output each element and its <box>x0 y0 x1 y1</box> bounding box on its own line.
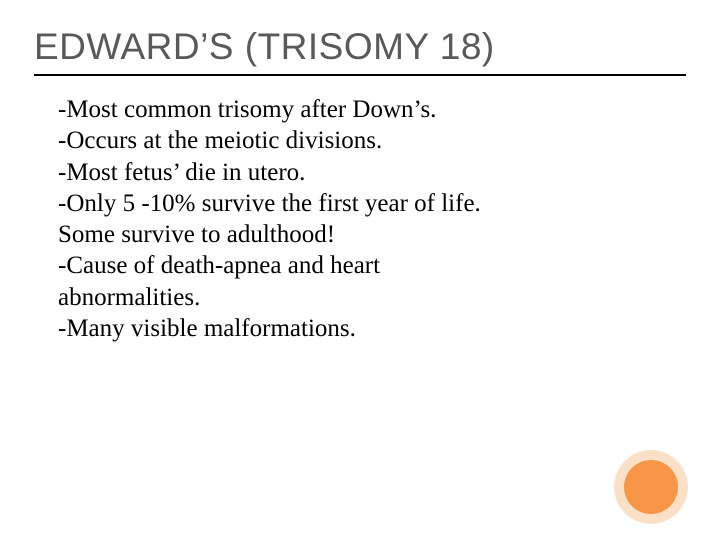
accent-inner-circle <box>624 460 678 514</box>
body-line: -Most common trisomy after Down’s. <box>58 94 630 125</box>
body-line: -Most fetus’ die in utero. <box>58 157 630 188</box>
body-line: abnormalities. <box>58 282 630 313</box>
title-underline <box>34 74 686 76</box>
slide-body: -Most common trisomy after Down’s. -Occu… <box>34 94 654 344</box>
body-line: -Cause of death-apnea and heart <box>58 250 630 281</box>
body-line: Some survive to adulthood! <box>58 219 630 250</box>
body-line: -Occurs at the meiotic divisions. <box>58 125 630 156</box>
body-line: -Many visible malformations. <box>58 313 630 344</box>
slide: EDWARD’S (TRISOMY 18) -Most common triso… <box>0 0 720 540</box>
corner-accent <box>614 450 688 524</box>
body-line: -Only 5 -10% survive the first year of l… <box>58 188 630 219</box>
slide-title: EDWARD’S (TRISOMY 18) <box>34 26 686 68</box>
